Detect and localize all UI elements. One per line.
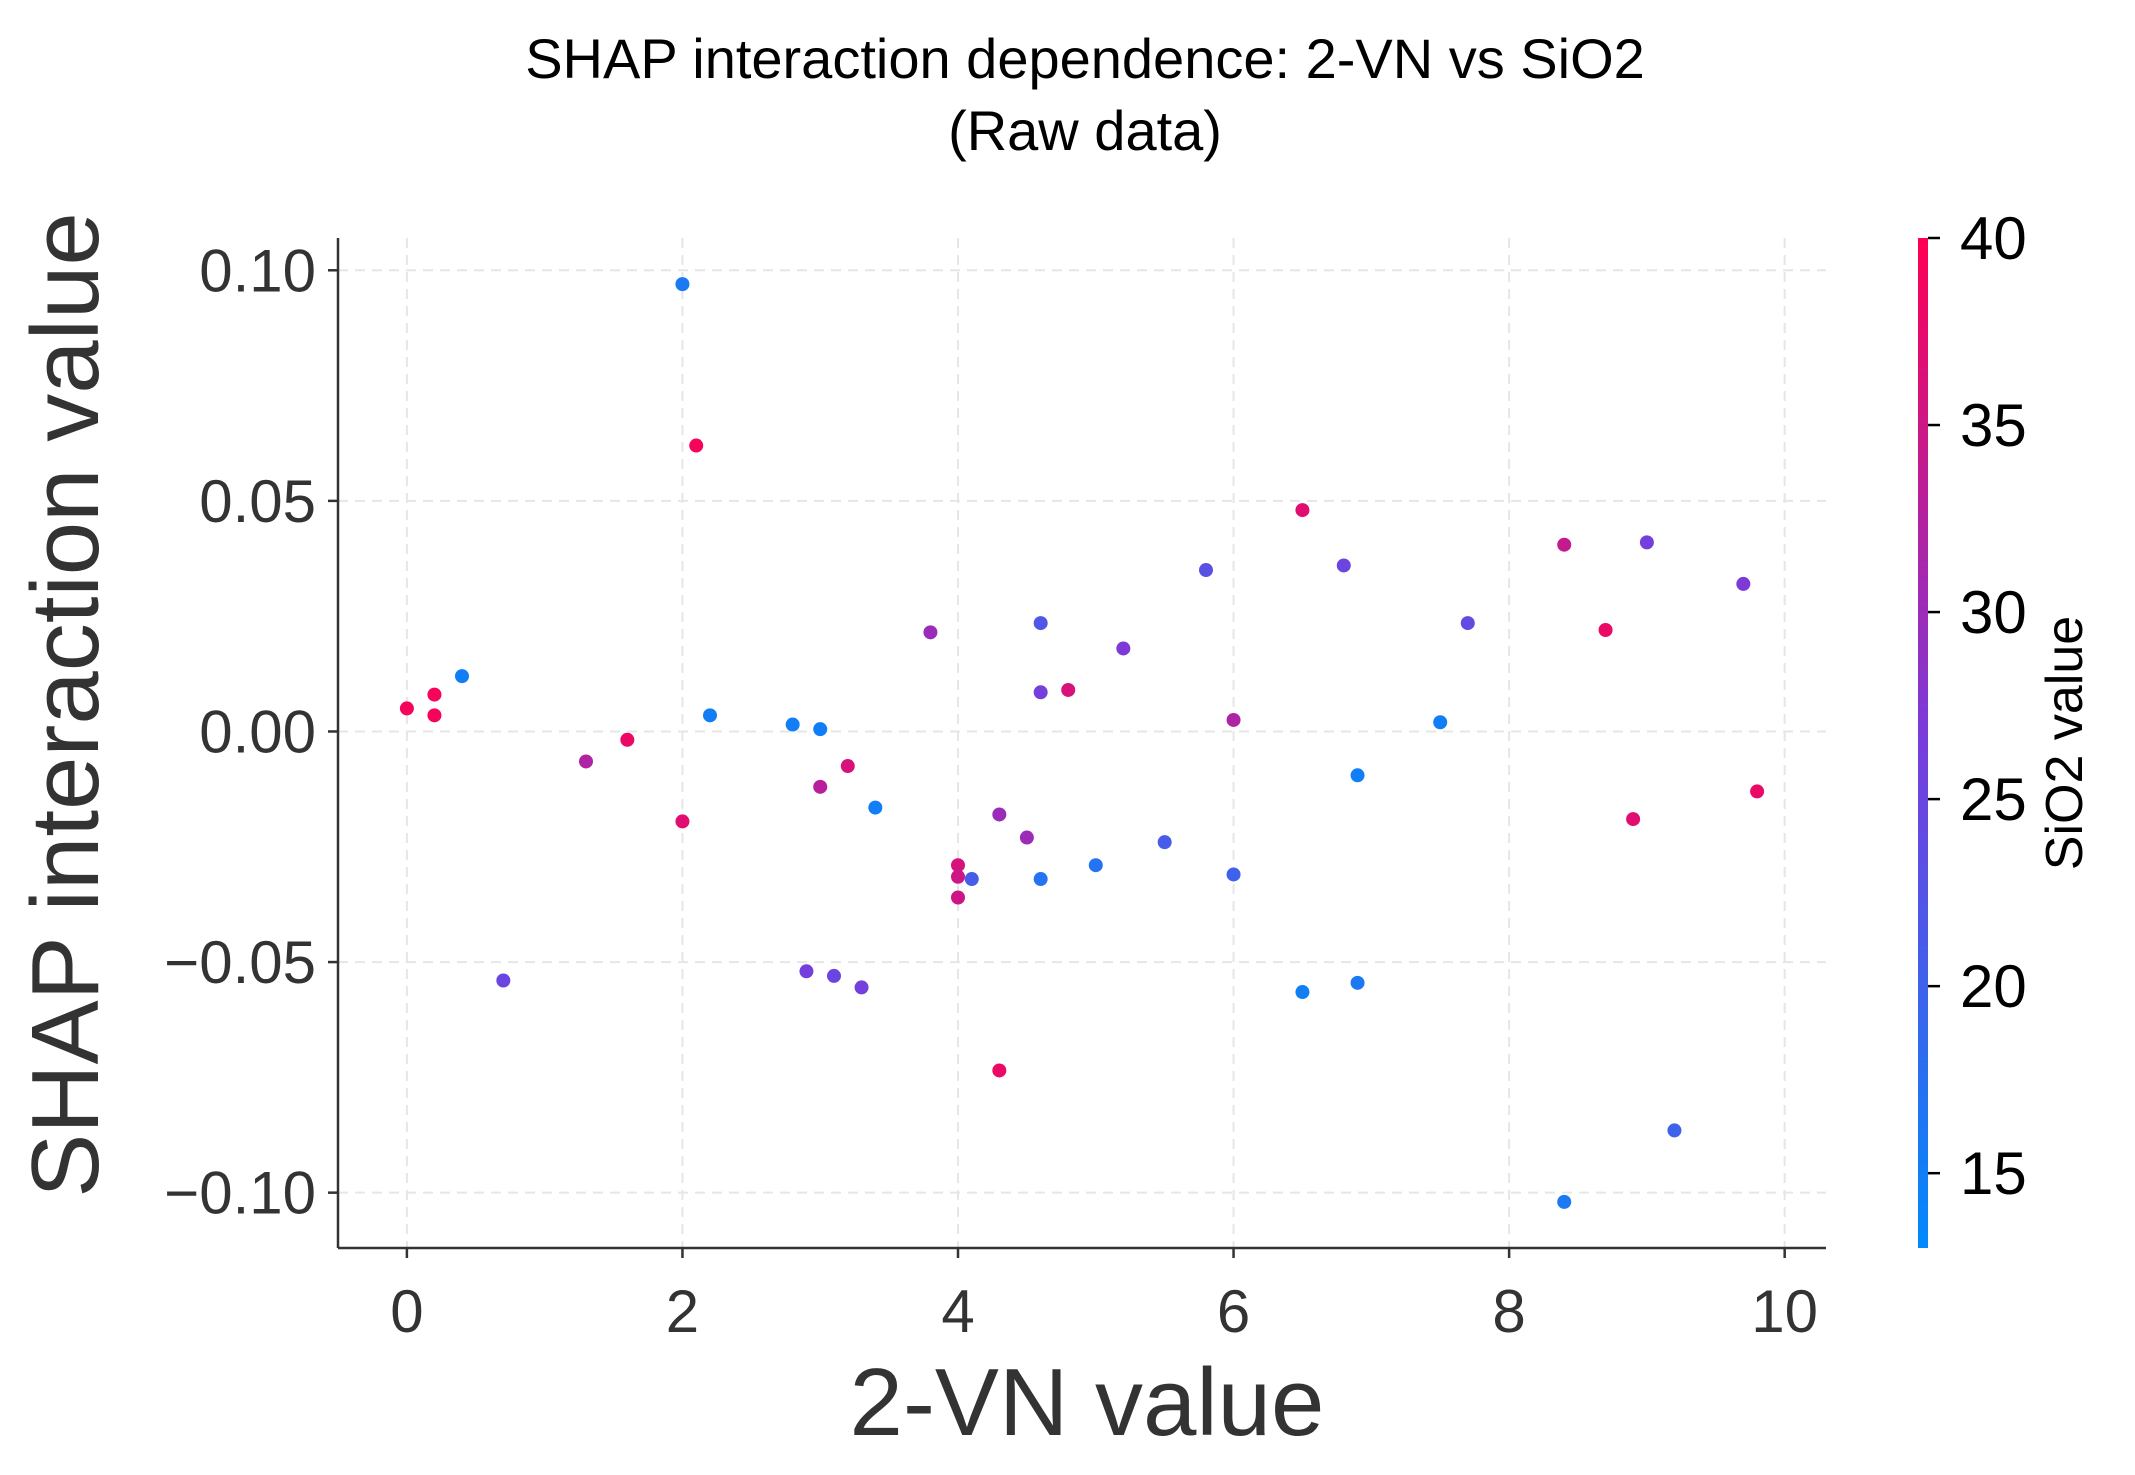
colorbar-tick-label: 40 [1960,205,2027,272]
scatter-point [951,869,965,884]
scatter-point [675,814,690,829]
colorbar-title: SiO2 value [2036,616,2094,870]
grid [338,238,1826,1248]
scatter-point [1736,576,1751,591]
axes [328,238,1826,1258]
scatter-point [992,807,1007,822]
x-axis-title: 2-VN value [850,1349,1325,1456]
scatter-point [1226,867,1241,882]
scatter-point [951,890,965,905]
scatter-point [427,687,442,702]
scatter-point [1033,685,1048,700]
scatter-point [399,701,414,716]
x-tick-label: 0 [390,1278,423,1345]
scatter-point [868,800,883,815]
scatter-point [827,968,841,983]
scatter-point [1295,985,1310,1000]
chart-subtitle: (Raw data) [948,99,1222,162]
colorbar-tick-label: 25 [1960,766,2027,833]
scatter-point [1199,563,1213,578]
scatter-point [1033,616,1048,631]
scatter-point [1350,975,1365,990]
colorbar-gradient [1918,238,1928,1248]
x-tick-label: 4 [941,1278,974,1345]
x-tick-label: 6 [1217,1278,1250,1345]
scatter-point [1226,712,1241,727]
x-tick-label: 2 [666,1278,699,1345]
scatter-point [1639,535,1654,550]
y-tick-label: 0.05 [199,468,316,535]
scatter-point [1350,768,1365,783]
scatter-point [1433,715,1448,730]
scatter-point [1667,1123,1682,1138]
y-tick-label: 0.00 [199,698,316,765]
scatter-point [689,438,704,453]
scatter-point [992,1063,1007,1078]
scatter-point [1557,1194,1572,1209]
y-tick-label: −0.10 [164,1160,316,1227]
scatter-point [1626,812,1641,827]
y-axis-title: SHAP interaction value [12,212,119,1197]
colorbar-tick-label: 15 [1960,1140,2027,1207]
colorbar-tick-label: 30 [1960,579,2027,646]
scatter-point [785,717,800,732]
scatter-point [840,759,855,774]
scatter-point [1295,503,1310,518]
scatter-point [427,708,442,723]
scatter-point [923,625,938,640]
colorbar-tick-label: 35 [1960,392,2027,459]
scatter-point [854,980,869,995]
y-tick-label: −0.05 [164,929,316,996]
scatter-point [620,732,635,747]
scatter-point [813,779,828,794]
scatter-point [496,973,511,988]
colorbar-tick-label: 20 [1960,953,2027,1020]
scatter-point [1598,623,1613,638]
scatter-point [813,722,828,737]
scatter-point [579,754,593,769]
scatter-point [964,872,979,887]
colorbar-ticks: 15 20 25 30 35 40 [1928,205,2027,1207]
y-tick-label: 0.10 [199,237,316,304]
scatter-point [1033,872,1048,887]
colorbar: 15 20 25 30 35 40 SiO2 value [1918,205,2094,1248]
scatter-point [703,708,717,723]
scatter-point [1750,784,1765,799]
x-tick-label: 10 [1751,1278,1818,1345]
scatter-point [455,669,469,684]
scatter-point [1157,835,1172,850]
scatter-point [1336,558,1351,573]
scatter-point [675,277,690,292]
tick-labels: 0 2 4 6 8 10 0.10 0.05 0.00 −0.05 −0.10 [164,237,1818,1345]
scatter-point [1061,682,1076,697]
scatter-point [1116,641,1131,656]
chart-title: SHAP interaction dependence: 2-VN vs SiO… [525,27,1645,90]
scatter-point [799,964,814,979]
x-tick-label: 8 [1492,1278,1525,1345]
scatter-point [1557,537,1572,552]
scatter-points [399,277,1765,1209]
scatter-point [1460,616,1475,631]
scatter-point [951,858,965,873]
scatter-point [1019,830,1034,845]
scatter-point [1088,858,1103,873]
